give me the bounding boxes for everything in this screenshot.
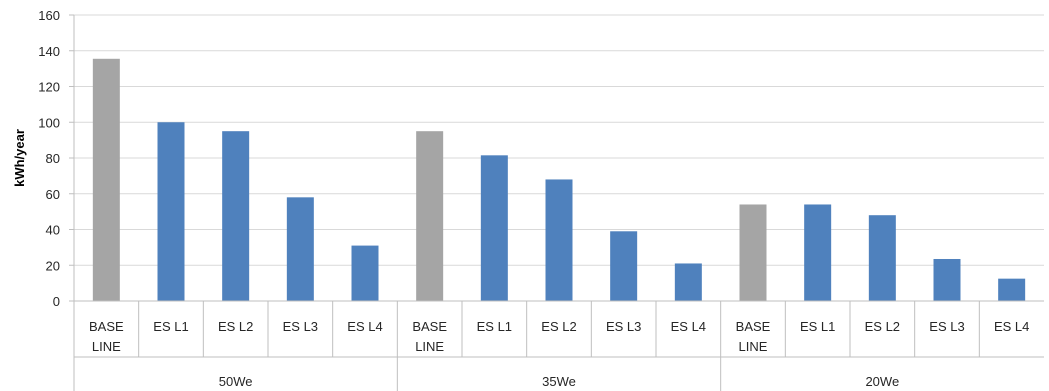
bar-20We-ESL3 — [933, 258, 961, 301]
y-tick-label: 140 — [38, 44, 60, 59]
x-category-label: BASE — [412, 319, 447, 334]
x-category-label: BASE — [89, 319, 124, 334]
y-tick-label: 0 — [53, 294, 60, 309]
x-category-label: ES L1 — [800, 319, 835, 334]
x-category-label: LINE — [739, 339, 768, 354]
y-tick-label: 20 — [46, 258, 60, 273]
bar-35We-ESL4 — [674, 263, 702, 301]
x-category-label: ES L2 — [541, 319, 576, 334]
bar-50We-ESL2 — [222, 131, 250, 301]
bar-20We-ESL1 — [804, 204, 832, 301]
y-tick-label: 120 — [38, 80, 60, 95]
bar-50We-ESL3 — [286, 197, 314, 301]
x-category-label: ES L3 — [283, 319, 318, 334]
x-category-label: ES L2 — [218, 319, 253, 334]
y-tick-label: 100 — [38, 115, 60, 130]
x-category-label: ES L1 — [153, 319, 188, 334]
x-group-label: 20We — [865, 374, 899, 389]
y-tick-label: 40 — [46, 223, 60, 238]
x-category-label: ES L1 — [477, 319, 512, 334]
x-group-label: 50We — [219, 374, 253, 389]
x-category-label: ES L4 — [347, 319, 382, 334]
x-category-labels: BASE LINE ES L1 ES L2 ES L3 ES L4 50We BASE LINE… — [89, 319, 1029, 389]
axes — [69, 14, 1044, 391]
bar-50We-BASE-LINE — [92, 58, 120, 302]
bar-35We-ESL3 — [610, 231, 638, 301]
y-tick-label: 60 — [46, 187, 60, 202]
y-tick-label: 80 — [46, 151, 60, 166]
x-category-label: ES L2 — [865, 319, 900, 334]
x-category-label: ES L3 — [929, 319, 964, 334]
x-category-label: LINE — [92, 339, 121, 354]
bar-20We-BASE-LINE — [739, 204, 767, 301]
bar-20We-ESL4 — [998, 278, 1026, 301]
x-group-label: 35We — [542, 374, 576, 389]
x-category-label: ES L4 — [994, 319, 1029, 334]
bar-20We-ESL2 — [868, 215, 896, 301]
bar-50We-ESL1 — [157, 122, 185, 301]
x-category-label: BASE — [736, 319, 771, 334]
y-tick-labels: 0 20 40 60 80 100 120 140 160 — [38, 8, 60, 309]
x-category-label: ES L3 — [606, 319, 641, 334]
bars — [92, 58, 1026, 302]
bar-35We-BASE-LINE — [416, 131, 444, 301]
bar-50We-ESL4 — [351, 245, 379, 301]
y-tick-label: 160 — [38, 8, 60, 23]
bar-35We-ESL1 — [480, 155, 508, 301]
x-category-label: ES L4 — [671, 319, 706, 334]
bar-35We-ESL2 — [545, 179, 573, 301]
x-category-label: LINE — [415, 339, 444, 354]
y-axis-label: kWh/year — [12, 129, 27, 187]
